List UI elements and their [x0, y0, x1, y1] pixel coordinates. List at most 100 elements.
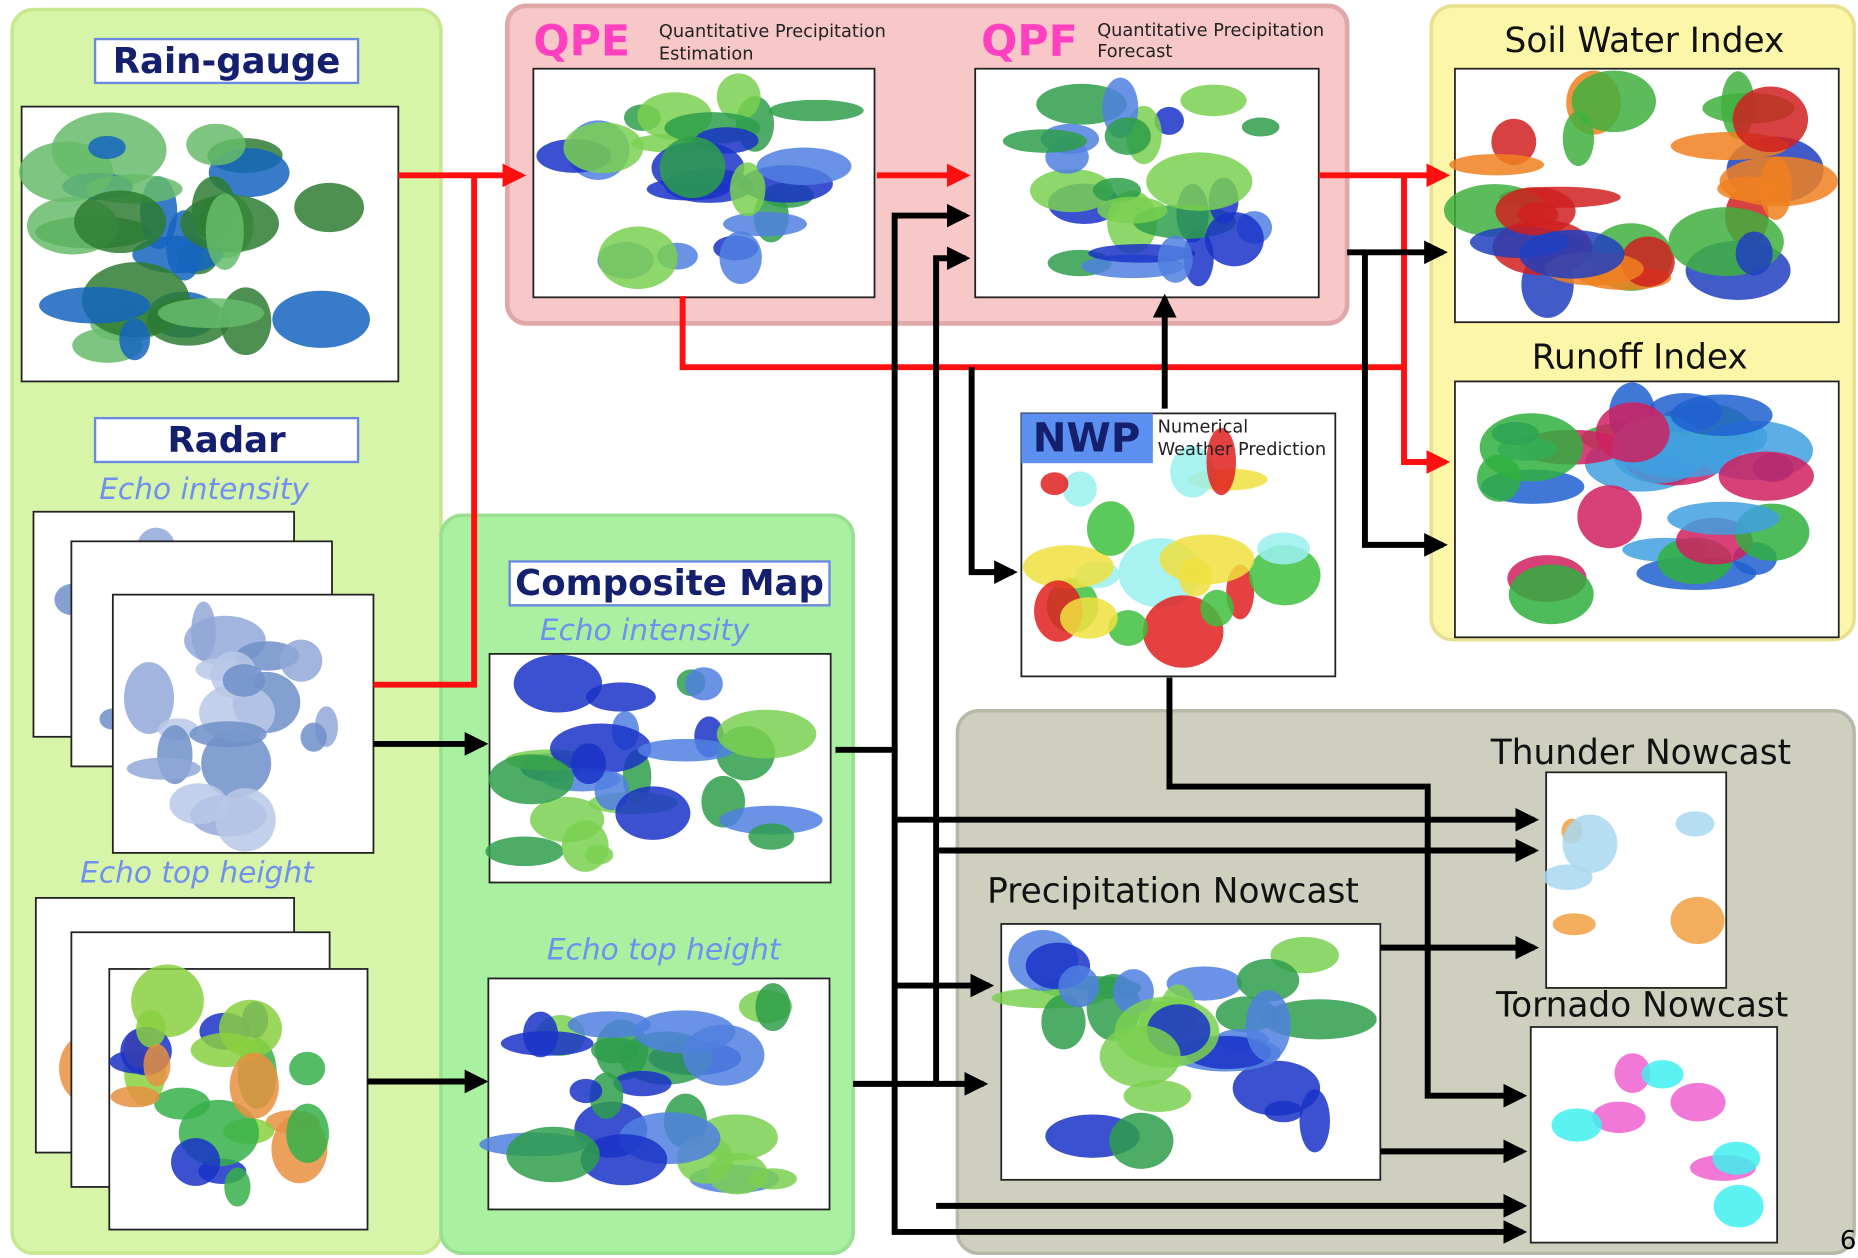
map-blob [39, 286, 151, 324]
map-blob [143, 1044, 171, 1087]
map-blob [719, 231, 762, 285]
map-blob [1041, 994, 1086, 1050]
map-image [479, 977, 831, 1211]
map-blob [684, 667, 723, 701]
page-number: 6 [1840, 1226, 1857, 1256]
qpe-desc: Estimation [659, 44, 754, 64]
map-blob [1002, 129, 1088, 153]
soil-water-title: Soil Water Index [1505, 21, 1785, 61]
map-blob [1146, 152, 1253, 211]
map-image [1443, 67, 1840, 324]
map-blob [126, 757, 201, 780]
map-blob [768, 99, 864, 122]
runoff-title: Runoff Index [1532, 337, 1748, 377]
map-image [485, 652, 832, 884]
map-image [1020, 412, 1337, 678]
label-box [93, 416, 360, 464]
qpe-abbr: QPE [533, 16, 630, 66]
map-blob [659, 136, 726, 199]
map-blob [1237, 958, 1300, 1002]
map-blob [1059, 597, 1118, 639]
labels: Rain-gauge Radar Echo intensity Echo top… [80, 16, 1856, 1256]
map-blob [1029, 169, 1114, 213]
map-blob [229, 1052, 279, 1119]
arrow [968, 367, 1018, 584]
map-blob [1178, 557, 1213, 597]
map-blob [1123, 1080, 1192, 1113]
map-blob [1759, 156, 1792, 220]
map-blob [1170, 446, 1215, 498]
qpf-desc: Quantitative Precipitation [1097, 21, 1324, 41]
map-blob [1097, 196, 1168, 224]
map-blob [1109, 1112, 1174, 1169]
map-blob [755, 983, 791, 1032]
map-blob [1092, 177, 1141, 203]
map-blob [513, 654, 603, 713]
map-blob [1241, 117, 1280, 137]
map-blob [506, 1126, 600, 1183]
map-image [974, 67, 1320, 299]
map-blob [1180, 84, 1247, 117]
maps [19, 67, 1840, 1244]
map-blob [186, 123, 246, 166]
composite-title: Composite Map [515, 563, 824, 604]
arrows [367, 163, 1540, 1244]
map-blob [730, 162, 766, 217]
map-blob [1479, 413, 1584, 482]
map-blob [1099, 1025, 1181, 1088]
map-blob [1491, 118, 1537, 165]
map-blob [19, 141, 114, 203]
map-blob [637, 738, 734, 762]
map-blob [1206, 427, 1237, 496]
map-blob [563, 122, 644, 174]
map-image [108, 964, 369, 1231]
map-blob [1519, 229, 1625, 279]
map-blob [189, 721, 267, 748]
map-blob [756, 147, 852, 186]
map-blob [1232, 1060, 1321, 1116]
qpe-desc: Quantitative Precipitation [659, 22, 886, 42]
radar-title: Radar [167, 420, 286, 461]
map-blob [567, 1011, 652, 1038]
map-blob [1712, 1141, 1761, 1175]
map-blob [613, 1070, 672, 1097]
map-blob [1154, 106, 1184, 135]
map-blob [123, 662, 175, 734]
map-blob [1200, 589, 1234, 627]
map-blob [1104, 117, 1151, 155]
map-blob [272, 290, 371, 348]
map-blob [191, 601, 216, 661]
map-blob [88, 135, 126, 159]
arrow [853, 246, 971, 1087]
qpf-desc: Forecast [1097, 42, 1172, 62]
map-blob [1718, 451, 1814, 501]
thunder-title: Thunder Nowcast [1490, 733, 1791, 773]
map-blob [1062, 471, 1097, 507]
arrow [1361, 252, 1448, 557]
map-blob [1040, 472, 1069, 496]
arrow [891, 749, 1528, 1244]
map-blob [485, 836, 564, 867]
nwp-desc: Numerical [1158, 418, 1249, 438]
rain-gauge-title: Rain-gauge [113, 41, 341, 82]
map-blob [205, 193, 244, 270]
echo-intensity-label: Echo intensity [540, 613, 750, 647]
map-blob [615, 786, 691, 840]
map-image [19, 105, 400, 383]
map-blob [1058, 965, 1100, 1008]
map-blob [716, 73, 761, 120]
map-image [1542, 771, 1728, 989]
map-blob [110, 1086, 160, 1108]
map-image [532, 67, 876, 299]
map-blob [719, 805, 823, 835]
map-blob [571, 743, 606, 785]
map-blob [1667, 501, 1780, 535]
map-blob [682, 1024, 765, 1086]
qpf-abbr: QPF [981, 16, 1078, 66]
map-blob [1595, 402, 1670, 463]
map-blob [224, 1167, 251, 1207]
map-blob [119, 318, 151, 361]
map-blob [1670, 896, 1725, 945]
map-blob [1257, 532, 1311, 565]
